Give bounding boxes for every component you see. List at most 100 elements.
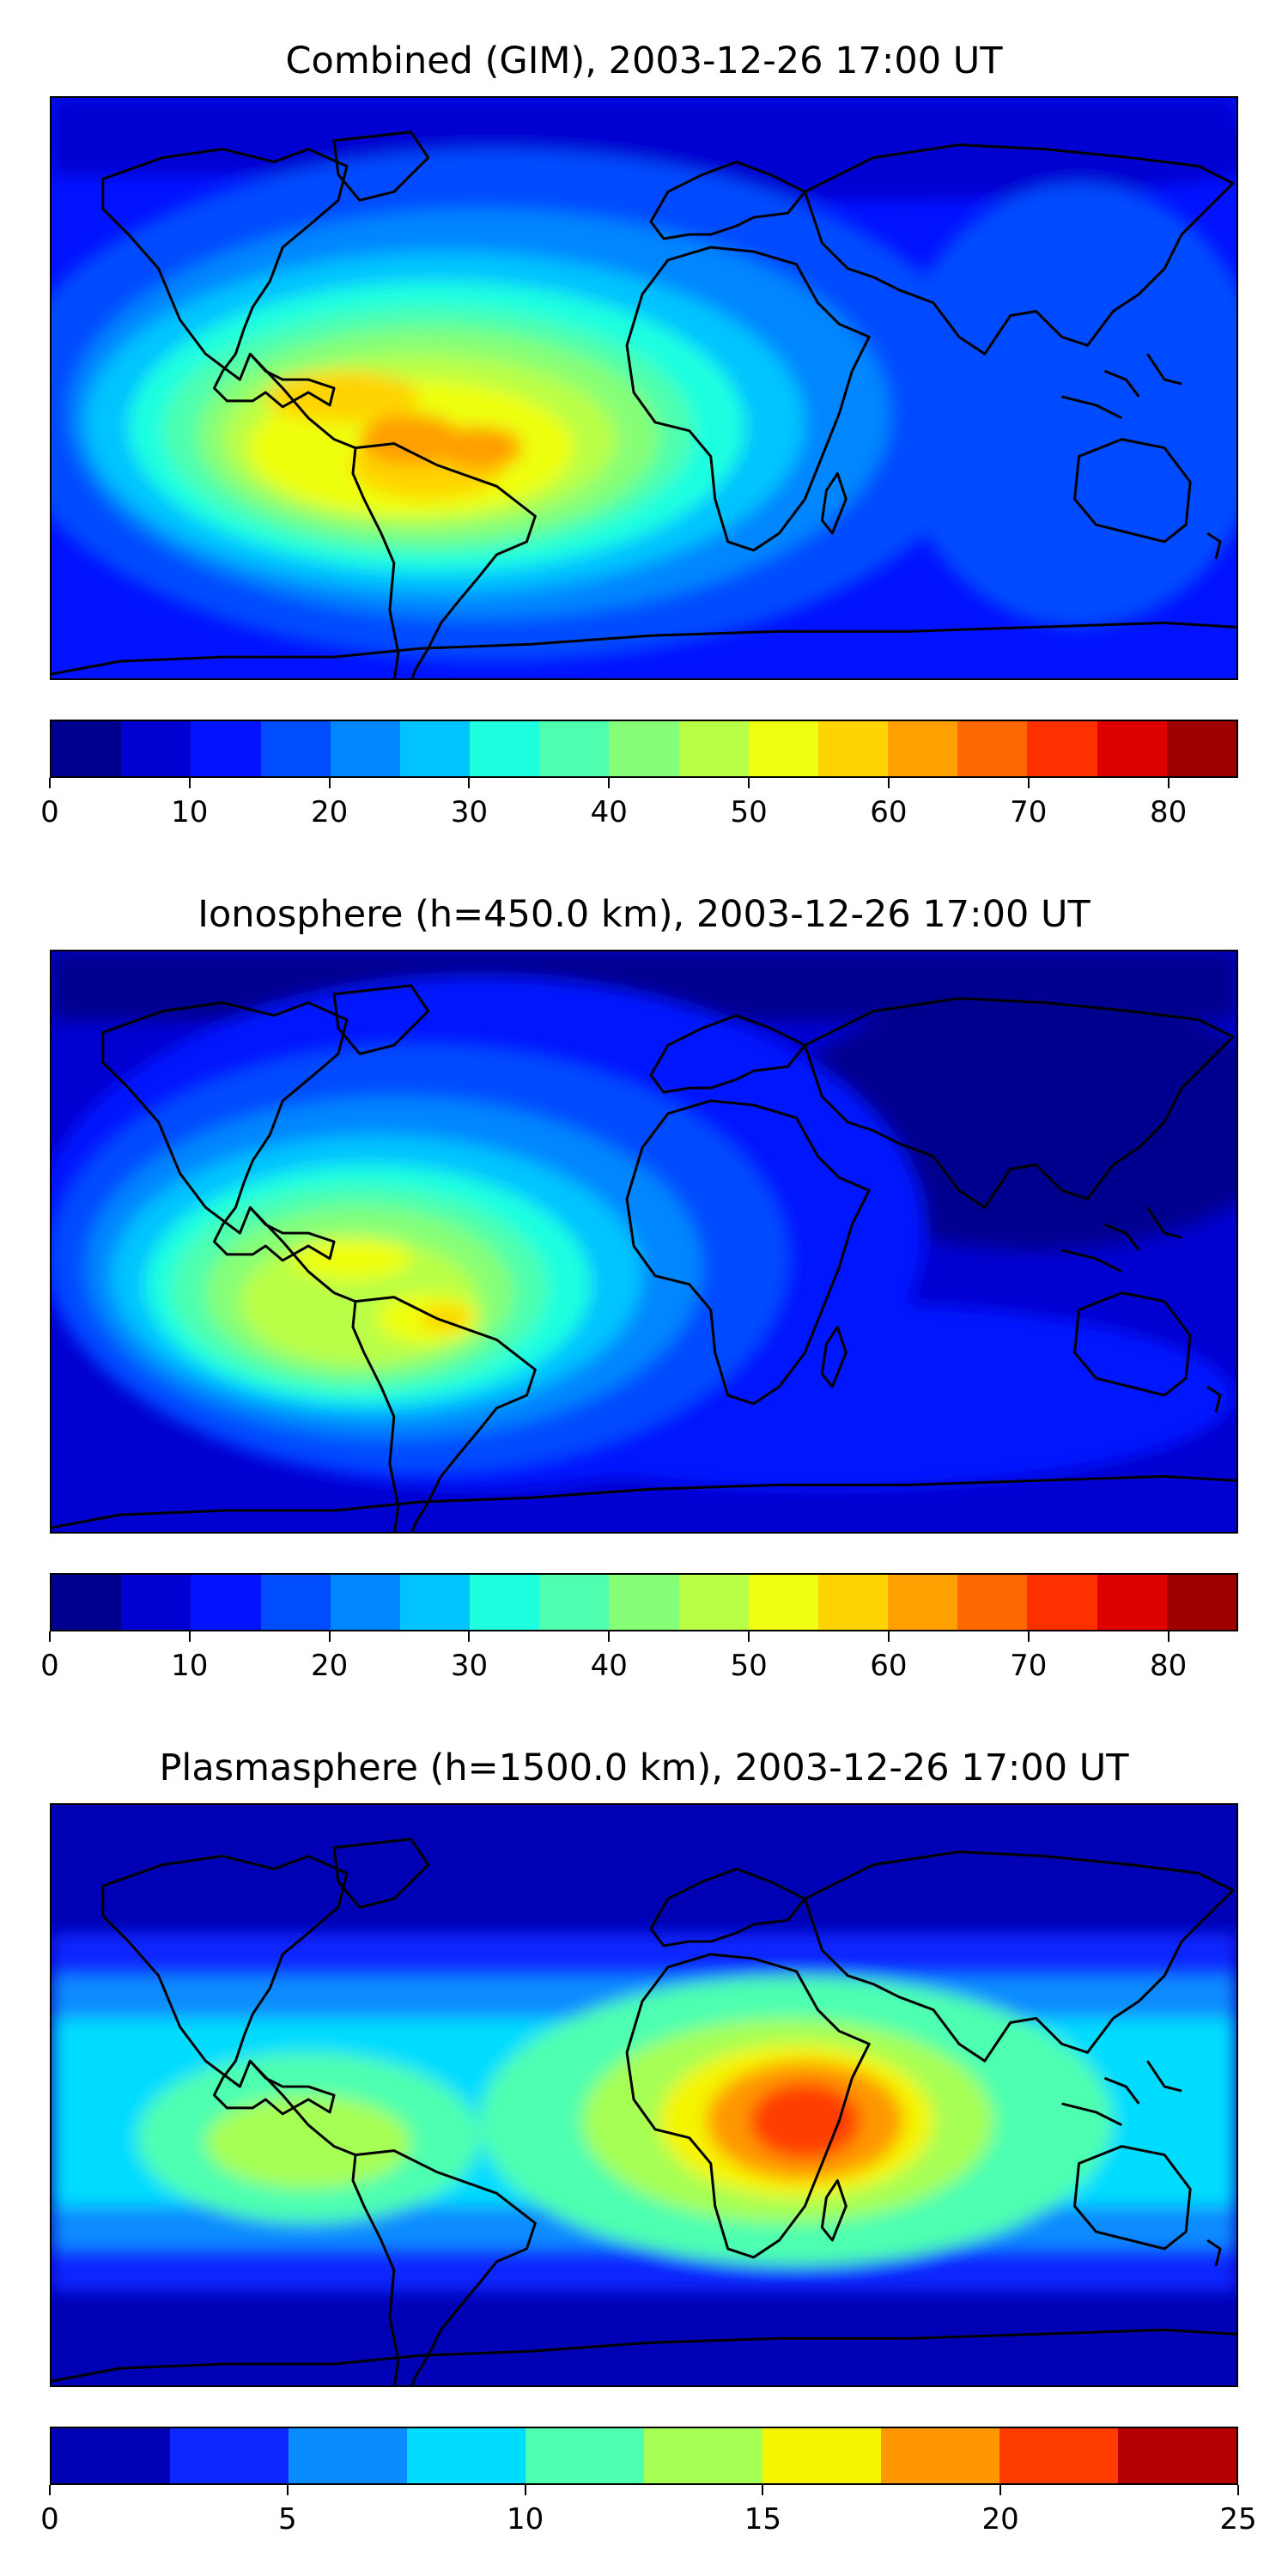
colorbar-tick-label: 50 xyxy=(730,795,768,829)
colorbar-segment xyxy=(1097,1575,1167,1630)
colorbar-segment xyxy=(407,2428,526,2483)
colorbar-segment xyxy=(888,721,958,776)
colorbar-segment xyxy=(52,1575,122,1630)
colorbar-segment xyxy=(609,721,679,776)
panel-1-map xyxy=(50,96,1238,680)
colorbar-segment xyxy=(748,1575,818,1630)
colorbar-segment xyxy=(817,721,889,776)
panel-1-title: Combined (GIM), 2003-12-26 17:00 UT xyxy=(285,39,1003,82)
colorbar-segment xyxy=(748,721,818,776)
colorbar-tick-label: 20 xyxy=(311,1649,349,1683)
panel-3-colorbar-ticks: 0 5 10 15 20 25 xyxy=(40,2485,1257,2537)
panel-3-title: Plasmasphere (h=1500.0 km), 2003-12-26 1… xyxy=(159,1747,1129,1789)
colorbar-tick-label: 10 xyxy=(506,2502,544,2537)
colorbar-segment xyxy=(1118,2428,1236,2483)
colorbar-tick xyxy=(608,1631,611,1642)
colorbar-segment xyxy=(1097,721,1167,776)
colorbar-segment xyxy=(330,1575,400,1630)
colorbar-tick xyxy=(188,1631,191,1642)
colorbar-segment xyxy=(1027,721,1097,776)
colorbar-tick xyxy=(887,778,890,788)
colorbar-segment xyxy=(470,721,540,776)
colorbar-tick-label: 80 xyxy=(1149,1649,1188,1683)
colorbar-tick xyxy=(49,2485,51,2495)
colorbar-tick-label: 10 xyxy=(171,1649,209,1683)
colorbar-tick-label: 30 xyxy=(450,795,489,829)
colorbar-segment xyxy=(1166,1575,1236,1630)
colorbar-segment xyxy=(399,721,471,776)
colorbar-tick xyxy=(887,1631,890,1642)
colorbar-segment xyxy=(539,1575,610,1630)
panel-3-contour-map xyxy=(52,1805,1236,2385)
colorbar-tick xyxy=(748,778,750,788)
colorbar-segment xyxy=(817,1575,889,1630)
colorbar-tick xyxy=(1027,778,1030,788)
colorbar-tick-label: 80 xyxy=(1149,795,1188,829)
colorbar-segment xyxy=(330,721,400,776)
colorbar-tick xyxy=(748,1631,750,1642)
colorbar-tick xyxy=(1167,1631,1170,1642)
colorbar-segment xyxy=(121,721,191,776)
colorbar-segment xyxy=(1166,721,1236,776)
colorbar-tick-label: 70 xyxy=(1010,795,1048,829)
colorbar-tick xyxy=(328,778,331,788)
panel-3-colorbar xyxy=(50,2427,1238,2485)
colorbar-segment xyxy=(888,1575,958,1630)
panel-1-colorbar xyxy=(50,720,1238,778)
colorbar-tick-label: 60 xyxy=(870,1649,908,1683)
colorbar-segment xyxy=(399,1575,471,1630)
colorbar-tick-label: 20 xyxy=(981,2502,1019,2537)
colorbar-segment xyxy=(191,721,261,776)
colorbar-tick-label: 0 xyxy=(40,1649,59,1683)
panel-2-contour-map xyxy=(52,951,1236,1532)
colorbar-tick xyxy=(608,778,611,788)
colorbar-tick-label: 0 xyxy=(40,795,59,829)
colorbar-segment xyxy=(526,2428,644,2483)
colorbar-tick-label: 30 xyxy=(450,1649,489,1683)
colorbar-segment xyxy=(881,2428,999,2483)
colorbar-tick xyxy=(1237,2485,1239,2495)
panel-2-colorbar-ticks: 0 10 20 30 40 50 60 70 80 xyxy=(40,1631,1238,1683)
colorbar-tick-label: 50 xyxy=(730,1649,768,1683)
colorbar-tick-label: 5 xyxy=(277,2502,297,2537)
colorbar-tick xyxy=(1027,1631,1030,1642)
colorbar-segment xyxy=(539,721,610,776)
colorbar-tick-label: 40 xyxy=(590,795,628,829)
panel-2-colorbar xyxy=(50,1573,1238,1631)
colorbar-tick-label: 15 xyxy=(744,2502,782,2537)
colorbar-segment xyxy=(289,2428,407,2483)
colorbar-tick-label: 25 xyxy=(1219,2502,1257,2537)
colorbar-segment xyxy=(609,1575,679,1630)
colorbar-segment xyxy=(999,2428,1118,2483)
colorbar-segment xyxy=(644,2428,762,2483)
panel-3-map xyxy=(50,1803,1238,2387)
colorbar-tick xyxy=(328,1631,331,1642)
colorbar-tick xyxy=(286,2485,289,2495)
panel-2-map xyxy=(50,950,1238,1534)
colorbar-tick xyxy=(188,778,191,788)
colorbar-segment xyxy=(957,1575,1028,1630)
colorbar-segment xyxy=(957,721,1028,776)
colorbar-tick-label: 0 xyxy=(40,2502,59,2537)
colorbar-segment xyxy=(762,2428,881,2483)
colorbar-segment xyxy=(678,1575,749,1630)
colorbar-segment xyxy=(678,721,749,776)
colorbar-tick-label: 20 xyxy=(311,795,349,829)
colorbar-segment xyxy=(121,1575,191,1630)
colorbar-tick xyxy=(468,1631,471,1642)
colorbar-tick-label: 10 xyxy=(171,795,209,829)
colorbar-segment xyxy=(52,721,122,776)
colorbar-segment xyxy=(260,721,331,776)
colorbar-segment xyxy=(260,1575,331,1630)
colorbar-segment xyxy=(470,1575,540,1630)
colorbar-segment xyxy=(1027,1575,1097,1630)
colorbar-segment xyxy=(191,1575,261,1630)
colorbar-segment xyxy=(52,2428,170,2483)
colorbar-tick-label: 70 xyxy=(1010,1649,1048,1683)
colorbar-tick xyxy=(49,1631,51,1642)
colorbar-tick xyxy=(762,2485,764,2495)
colorbar-segment xyxy=(170,2428,289,2483)
colorbar-tick xyxy=(49,778,51,788)
panel-1-colorbar-ticks: 0 10 20 30 40 50 60 70 80 xyxy=(40,778,1238,829)
colorbar-tick xyxy=(468,778,471,788)
